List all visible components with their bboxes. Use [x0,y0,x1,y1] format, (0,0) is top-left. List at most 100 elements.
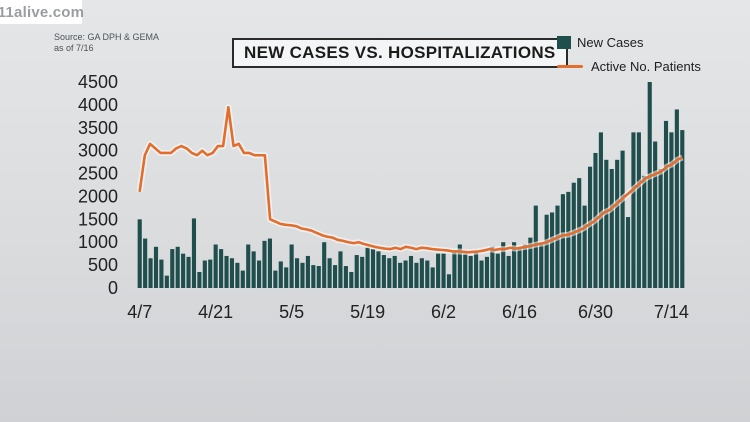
legend-item-active-patients: Active No. Patients [557,54,701,78]
bar-new-cases [262,240,267,288]
bar-new-cases [360,256,365,288]
bar-new-cases [501,242,506,288]
bar-new-cases [663,120,669,288]
bar-new-cases [365,247,370,288]
bar-new-cases [544,214,549,288]
bar-new-cases [550,212,555,288]
legend-label-new-cases: New Cases [577,34,644,50]
x-tick-label: 7/14 [654,302,689,322]
bar-new-cases [430,267,435,288]
bar-new-cases [246,244,251,288]
legend-label-active-patients: Active No. Patients [591,58,701,74]
bar-new-cases [658,168,663,288]
bar-new-cases [419,258,424,288]
bar-new-cases [398,262,403,288]
bar-new-cases [555,205,560,288]
bar-new-cases [669,132,674,288]
bar-new-cases [370,249,376,288]
bar-new-cases [609,168,614,288]
y-tick-label: 3500 [78,118,118,138]
bar-new-cases [284,267,289,288]
bar-new-cases [403,260,408,288]
bar-new-cases [251,251,256,288]
bar-new-cases [273,270,278,288]
legend: New Cases Active No. Patients [557,30,701,78]
bar-new-cases [647,82,652,288]
bar-new-cases [267,238,272,288]
bar-new-cases [414,262,419,288]
bar-new-cases [186,256,191,288]
bar-new-cases [159,259,164,288]
bar-new-cases [175,246,180,288]
bar-new-cases [528,237,533,288]
bar-new-cases [512,242,517,288]
x-tick-label: 5/5 [279,302,304,322]
bar-new-cases [674,109,679,288]
bar-new-cases [620,150,625,288]
bar-new-cases [566,191,571,288]
bar-new-cases [490,246,495,288]
bar-new-cases [474,251,479,288]
bar-new-cases [522,244,527,288]
x-tick-label: 4/7 [127,302,152,322]
bar-new-cases [604,159,609,288]
bar-new-cases [191,218,197,288]
bar-new-cases [305,255,310,288]
bar-new-cases [224,255,229,288]
bar-new-cases [560,194,565,288]
y-tick-label: 2000 [78,186,118,206]
bar-new-cases [408,255,414,288]
bar-new-cases [164,275,169,288]
bar-new-cases [631,132,636,288]
bar-new-cases [446,274,452,288]
source-date: as of 7/16 [54,43,94,53]
bar-new-cases [625,217,631,288]
bar-new-cases [615,159,620,288]
x-tick-label: 4/21 [198,302,233,322]
bar-new-cases [479,260,484,288]
bar-new-cases [517,247,522,288]
bar-new-cases [452,252,457,288]
bar-new-cases [484,256,490,288]
bar-new-cases [170,249,175,288]
bar-new-cases [582,205,587,288]
y-tick-label: 0 [108,278,118,298]
bar-new-cases [495,253,500,288]
x-tick-label: 6/16 [502,302,537,322]
bar-new-cases [322,242,327,288]
y-tick-label: 3000 [78,141,118,161]
bar-new-cases [300,262,305,288]
bar-new-cases [387,258,392,288]
bar-new-cases [332,265,338,288]
bar-new-cases [213,244,218,288]
y-tick-label: 2500 [78,164,118,184]
bar-new-cases [219,249,224,288]
bar-new-cases [506,255,511,288]
x-tick-label: 5/19 [350,302,385,322]
bar-new-cases [642,175,647,288]
bar-new-cases [463,253,468,288]
bar-new-cases [240,270,245,288]
bar-new-cases [381,255,386,288]
bar-new-cases [143,238,148,288]
y-tick-label: 1000 [78,232,118,252]
bar-new-cases [327,258,332,288]
x-tick-label: 6/30 [578,302,613,322]
source-note: Source: GA DPH & GEMA as of 7/16 [54,32,159,54]
bar-new-cases [376,251,381,288]
bar-new-cases [153,246,159,288]
bar-new-cases [539,242,544,288]
bar-new-cases [354,255,359,288]
bar-new-cases [202,260,207,288]
bar-new-cases [197,271,202,288]
bar-new-cases [680,130,685,288]
y-tick-label: 4500 [78,72,118,92]
y-tick-label: 1500 [78,209,118,229]
bar-new-cases [343,266,348,288]
bar-new-cases [278,261,283,288]
legend-bar-swatch [557,35,571,49]
source-line: Source: GA DPH & GEMA [54,32,160,42]
brand-logo: 11alive.com [0,0,84,24]
bar-new-cases [295,258,300,288]
